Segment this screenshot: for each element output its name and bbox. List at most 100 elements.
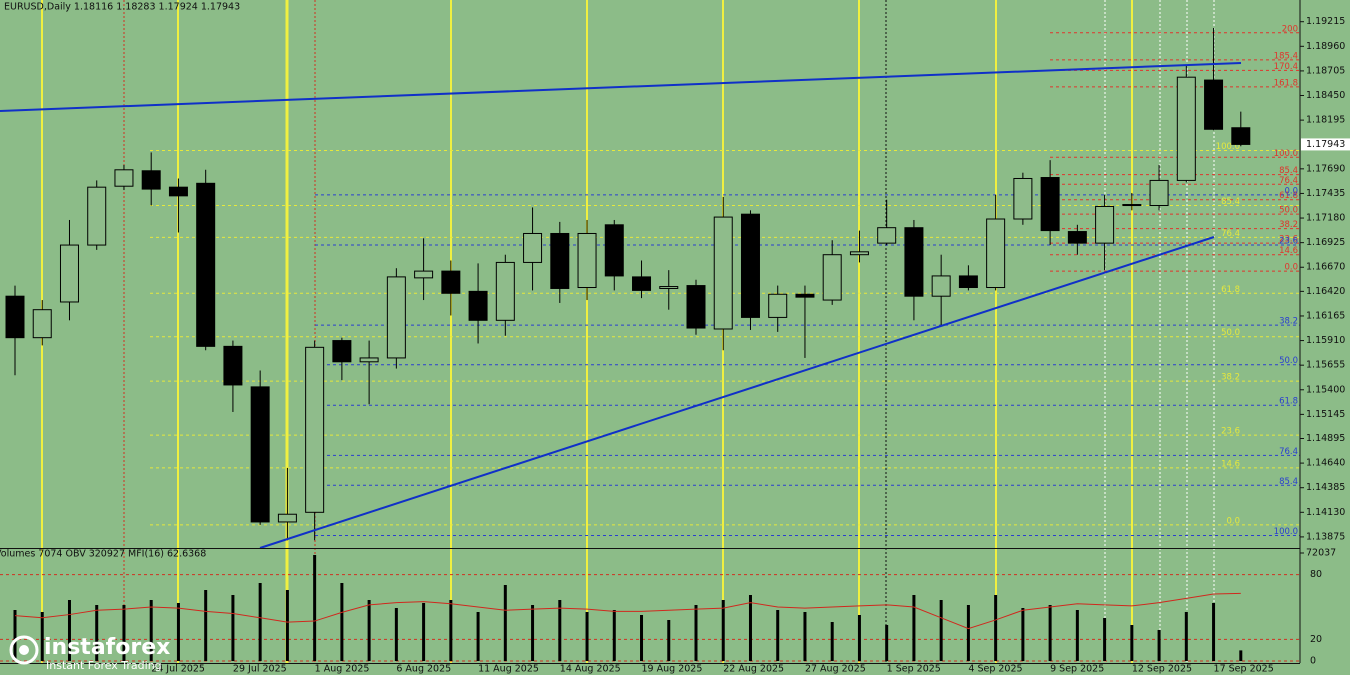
trend-line bbox=[259, 236, 1215, 549]
vertical-markers bbox=[41, 0, 1215, 663]
volume-bar bbox=[204, 590, 208, 661]
volume-bar bbox=[885, 625, 889, 661]
volume-bar bbox=[1021, 608, 1025, 661]
candle-body bbox=[32, 309, 52, 339]
volume-bar bbox=[830, 622, 834, 661]
y-tick-label: 1.16670 bbox=[1306, 262, 1345, 273]
candle-body bbox=[305, 346, 325, 513]
y-tick-label: 1.17180 bbox=[1306, 213, 1345, 224]
y-tick-label: 1.13875 bbox=[1306, 531, 1345, 542]
volume-bar bbox=[912, 595, 916, 661]
volume-bar bbox=[939, 600, 943, 661]
fib-label: 23.6 bbox=[1279, 235, 1298, 245]
x-tick-label: 1 Aug 2025 bbox=[315, 664, 370, 675]
y-tick-label: 1.18960 bbox=[1306, 41, 1345, 52]
candle-body bbox=[5, 295, 25, 339]
volume-bar bbox=[694, 605, 698, 661]
volume-bar bbox=[640, 615, 644, 661]
price-tag bbox=[1301, 138, 1350, 151]
y-tick-label: 1.19215 bbox=[1306, 16, 1345, 27]
candle-body bbox=[277, 513, 297, 523]
x-tick-label: 29 Jul 2025 bbox=[233, 664, 287, 675]
candle-body bbox=[468, 290, 488, 321]
chart-title: EURUSD,Daily 1.18116 1.18283 1.17924 1.1… bbox=[4, 2, 240, 13]
y-tick-label: 1.16420 bbox=[1306, 286, 1345, 297]
volume-bar bbox=[1103, 618, 1107, 661]
volume-bar bbox=[612, 610, 616, 661]
candle-body bbox=[1067, 231, 1087, 244]
candle-body bbox=[740, 213, 760, 318]
candle-body bbox=[1231, 127, 1251, 145]
price-tag-label: 1.17943 bbox=[1306, 139, 1345, 150]
x-tick-label: 22 Aug 2025 bbox=[723, 664, 784, 675]
y-tick-label: 1.18705 bbox=[1306, 65, 1345, 76]
y-tick-label: 1.14130 bbox=[1306, 507, 1345, 518]
candle-body bbox=[1149, 179, 1169, 207]
y-tick-label: 1.14895 bbox=[1306, 433, 1345, 444]
x-tick-label: 17 Sep 2025 bbox=[1214, 664, 1274, 675]
fib-label: 0.0 bbox=[1284, 186, 1298, 196]
y-tick-label: 1.18195 bbox=[1306, 115, 1345, 126]
y-tick-label: 1.16165 bbox=[1306, 310, 1345, 321]
candle-body bbox=[223, 345, 243, 386]
candle-body bbox=[523, 232, 543, 263]
candle-body bbox=[359, 357, 379, 363]
volume-bar bbox=[1048, 605, 1052, 661]
volume-bar bbox=[95, 605, 99, 661]
candle-body bbox=[877, 227, 897, 244]
volume-bar bbox=[449, 600, 453, 661]
candle-body bbox=[604, 224, 624, 277]
logo bbox=[19, 645, 29, 655]
volume-bar bbox=[176, 603, 180, 661]
candle-body bbox=[632, 276, 652, 291]
fib-label: 0.0 bbox=[1226, 516, 1240, 526]
fib-label: 50.0 bbox=[1279, 206, 1298, 216]
y-tick-label: 1.14385 bbox=[1306, 482, 1345, 493]
candle-body bbox=[250, 386, 270, 523]
brand-tagline: Instant Forex Trading bbox=[46, 659, 162, 672]
y-tick-label: 1.15145 bbox=[1306, 409, 1345, 420]
volume-bar bbox=[422, 603, 426, 661]
y2-tick-label: 0 bbox=[1310, 656, 1316, 667]
candle-body bbox=[577, 232, 597, 289]
candle-body bbox=[795, 293, 815, 298]
chart-layers: 200185.4170.4161.8100.085.476.461.850.03… bbox=[0, 16, 1350, 675]
volume-bar bbox=[231, 595, 235, 661]
volume-bar bbox=[558, 600, 562, 661]
frame bbox=[0, 0, 1301, 664]
volume-bar bbox=[13, 610, 17, 661]
candle-body bbox=[659, 286, 679, 289]
candle-body bbox=[141, 170, 161, 190]
mfi-line bbox=[14, 592, 1241, 630]
volume-bar bbox=[476, 612, 480, 661]
x-tick-label: 11 Aug 2025 bbox=[478, 664, 539, 675]
fib-label: 61.8 bbox=[1279, 191, 1298, 201]
candle-body bbox=[768, 293, 788, 318]
y-tick-label: 1.16925 bbox=[1306, 237, 1345, 248]
fib-label: 14.6 bbox=[1221, 459, 1240, 469]
y2-tick-label: 20 bbox=[1310, 634, 1322, 645]
volume-bar bbox=[313, 555, 317, 661]
fib-label: 50.0 bbox=[1279, 356, 1298, 366]
candle-body bbox=[87, 186, 107, 246]
candle-body bbox=[1204, 79, 1224, 130]
volume-bar bbox=[149, 600, 153, 661]
volume-bar bbox=[667, 620, 671, 661]
volume-bar bbox=[585, 612, 589, 661]
fib-label: 14.6 bbox=[1279, 246, 1298, 256]
fib-label: 38.2 bbox=[1279, 317, 1298, 327]
fib-label: 76.4 bbox=[1279, 447, 1298, 457]
candle-body bbox=[904, 227, 924, 297]
candle-body bbox=[713, 216, 733, 330]
candle-body bbox=[386, 276, 406, 359]
x-tick-label: 24 Jul 2025 bbox=[151, 664, 205, 675]
volume-bar bbox=[503, 585, 507, 661]
fib-label: 170.4 bbox=[1274, 62, 1298, 72]
x-tick-label: 27 Aug 2025 bbox=[805, 664, 866, 675]
x-tick-label: 1 Sep 2025 bbox=[887, 664, 941, 675]
logo bbox=[9, 635, 39, 665]
branding: instaforex Instant Forex Trading bbox=[9, 635, 170, 672]
fib-label: 0.0 bbox=[1284, 263, 1298, 273]
